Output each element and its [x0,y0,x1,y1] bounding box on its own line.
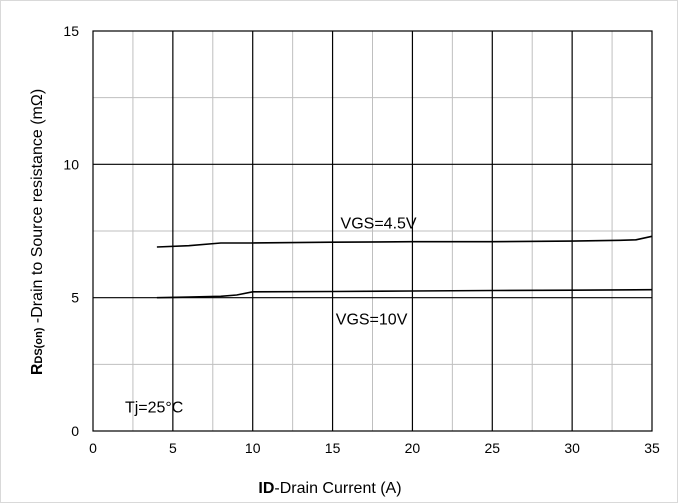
major-gridlines [93,31,652,431]
y-tick-label: 5 [71,290,79,306]
x-axis-label-bold: ID [258,480,274,497]
series-line [156,288,653,299]
x-tick-label: 35 [644,440,660,456]
y-axis-label-sub: DS(on) [33,327,45,363]
plot-border [92,30,653,432]
x-tick-label: 10 [245,440,261,456]
series-line [156,235,653,248]
minor-gridlines [93,31,652,431]
x-axis-label-rest: -Drain Current (A) [274,480,401,497]
x-tick-label: 5 [169,440,177,456]
annotations: VGS=4.5V VGS=10V Tj=25°C [125,215,417,416]
annotation-label: Tj=25°C [125,399,183,416]
x-tick-label: 15 [325,440,341,456]
y-axis-label-bold: R [29,363,46,375]
x-tick-label: 30 [564,440,580,456]
x-tick-label: 0 [89,440,97,456]
x-axis-label: ID-Drain Current (A) [258,480,401,497]
y-axis-label-rest: -Drain to Source resistance (mΩ) [29,89,46,328]
x-tick-label: 20 [405,440,421,456]
x-tick-label: 25 [484,440,500,456]
annotation-label: VGS=4.5V [341,215,417,232]
y-axis-label: RDS(on) -Drain to Source resistance (mΩ) [29,89,46,375]
series-lines [156,235,653,299]
tick-labels: 0 5 10 15 20 25 30 35 0 5 10 15 [63,23,660,456]
y-tick-label: 10 [63,156,79,172]
y-tick-label: 0 [71,423,79,439]
annotation-label: VGS=10V [336,311,408,328]
y-tick-label: 15 [63,23,79,39]
